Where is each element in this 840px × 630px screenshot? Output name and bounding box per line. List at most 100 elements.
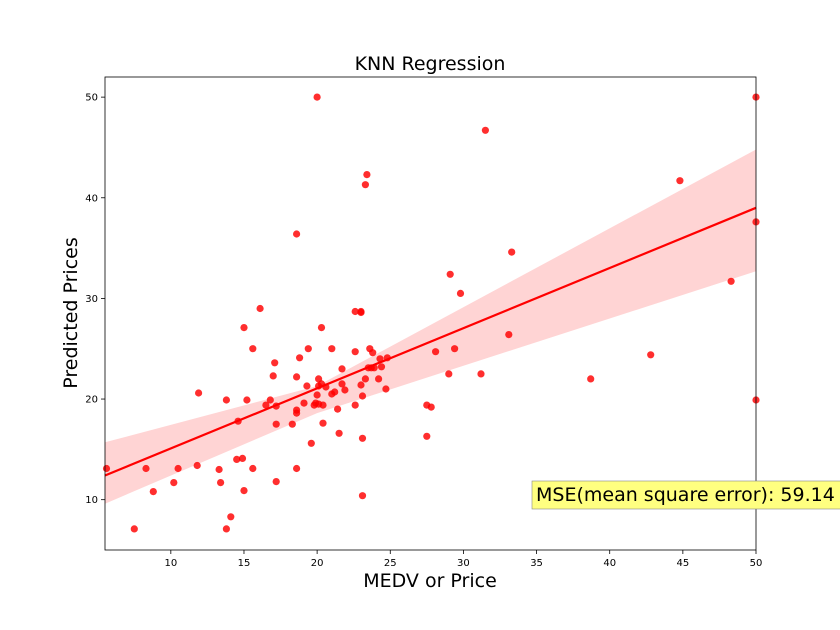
data-point-79 bbox=[377, 363, 386, 371]
data-point-30 bbox=[293, 464, 301, 473]
x-tick-label-30: 30 bbox=[457, 558, 470, 569]
data-point-18 bbox=[243, 396, 251, 404]
data-point-62 bbox=[351, 307, 359, 316]
data-point-17 bbox=[240, 324, 248, 332]
x-tick-label-35: 35 bbox=[530, 558, 543, 569]
data-point-21 bbox=[256, 304, 264, 313]
data-point-22 bbox=[262, 401, 270, 409]
data-point-36 bbox=[300, 399, 308, 407]
data-point-92 bbox=[505, 331, 513, 339]
data-point-10 bbox=[222, 525, 230, 533]
data-point-59 bbox=[341, 386, 349, 394]
data-point-84 bbox=[427, 403, 435, 411]
data-point-65 bbox=[357, 381, 365, 389]
data-point-77 bbox=[375, 375, 383, 383]
data-point-27 bbox=[272, 420, 280, 428]
data-point-57 bbox=[338, 380, 346, 388]
data-point-90 bbox=[477, 370, 485, 378]
data-point-25 bbox=[271, 359, 279, 367]
data-point-9 bbox=[217, 479, 225, 487]
data-point-83 bbox=[423, 432, 431, 440]
data-point-49 bbox=[319, 401, 327, 409]
data-point-19 bbox=[249, 464, 257, 473]
data-point-85 bbox=[432, 348, 440, 356]
mse-annotation-box bbox=[531, 480, 840, 510]
data-point-20 bbox=[249, 345, 257, 353]
data-point-4 bbox=[170, 479, 178, 487]
data-point-89 bbox=[456, 289, 465, 297]
confidence-band bbox=[105, 149, 756, 504]
data-point-58 bbox=[338, 365, 346, 373]
data-point-39 bbox=[307, 439, 315, 447]
data-point-93 bbox=[508, 248, 516, 256]
data-point-35 bbox=[296, 354, 304, 362]
data-point-43 bbox=[313, 93, 321, 101]
data-point-37 bbox=[303, 382, 311, 390]
mse-annotation-text: MSE(mean square error): 59.14 bbox=[536, 484, 835, 506]
data-point-97 bbox=[727, 277, 735, 285]
data-point-26 bbox=[272, 402, 280, 410]
data-point-42 bbox=[313, 391, 321, 399]
data-point-91 bbox=[481, 126, 489, 134]
confidence-band-layer bbox=[105, 149, 756, 504]
scatter-points-layer bbox=[102, 93, 760, 533]
data-point-88 bbox=[451, 345, 459, 353]
data-point-70 bbox=[361, 181, 369, 189]
data-point-66 bbox=[358, 392, 367, 400]
x-tick-label-15: 15 bbox=[238, 558, 251, 569]
data-point-11 bbox=[222, 396, 230, 404]
x-tick-label-20: 20 bbox=[311, 558, 324, 569]
plot-area-frame bbox=[104, 76, 757, 551]
data-point-86 bbox=[445, 370, 453, 378]
y-axis-label: Predicted Prices bbox=[60, 237, 82, 388]
x-axis-label: MEDV or Price bbox=[363, 570, 497, 592]
data-point-33 bbox=[293, 373, 301, 381]
x-tick-label-50: 50 bbox=[750, 558, 763, 569]
mse-annotation: MSE(mean square error): 59.14 bbox=[531, 480, 840, 510]
data-point-53 bbox=[328, 345, 336, 353]
y-tick-label-20: 20 bbox=[85, 395, 98, 406]
data-point-94 bbox=[587, 375, 595, 383]
data-point-64 bbox=[357, 308, 365, 317]
x-tick-label-25: 25 bbox=[384, 558, 397, 569]
data-point-24 bbox=[269, 372, 277, 380]
data-point-29 bbox=[288, 420, 296, 428]
data-point-60 bbox=[351, 401, 359, 409]
data-point-12 bbox=[227, 513, 235, 521]
x-tick-label-40: 40 bbox=[603, 558, 616, 569]
data-point-71 bbox=[363, 171, 371, 179]
data-point-54 bbox=[331, 388, 339, 396]
data-point-8 bbox=[215, 465, 223, 474]
data-point-51 bbox=[322, 383, 330, 391]
data-point-50 bbox=[319, 419, 327, 427]
x-axis-ticks: 10 15 20 25 30 35 40 45 50 bbox=[164, 550, 762, 569]
data-point-0 bbox=[102, 464, 111, 473]
data-point-3 bbox=[149, 488, 157, 496]
data-point-5 bbox=[174, 464, 182, 473]
data-point-56 bbox=[335, 429, 343, 437]
data-point-76 bbox=[370, 364, 378, 372]
data-point-61 bbox=[351, 348, 359, 356]
data-point-47 bbox=[317, 324, 326, 332]
regression-line-layer bbox=[104, 206, 757, 477]
chart-title: KNN Regression bbox=[355, 53, 506, 75]
data-point-38 bbox=[304, 345, 312, 353]
data-point-23 bbox=[266, 396, 274, 404]
x-tick-label-45: 45 bbox=[676, 558, 689, 569]
data-point-13 bbox=[233, 455, 241, 463]
data-point-34 bbox=[293, 230, 301, 238]
x-tick-label-10: 10 bbox=[164, 558, 177, 569]
data-point-16 bbox=[240, 487, 248, 495]
data-point-75 bbox=[369, 349, 377, 357]
data-point-69 bbox=[361, 375, 369, 383]
data-point-6 bbox=[193, 461, 201, 470]
y-tick-label-10: 10 bbox=[85, 495, 98, 506]
y-tick-label-50: 50 bbox=[85, 93, 98, 104]
data-point-96 bbox=[676, 177, 684, 185]
data-point-32 bbox=[293, 406, 301, 414]
y-tick-label-30: 30 bbox=[85, 294, 98, 305]
data-point-1 bbox=[130, 525, 138, 533]
data-point-55 bbox=[334, 405, 342, 413]
data-point-7 bbox=[195, 389, 203, 397]
